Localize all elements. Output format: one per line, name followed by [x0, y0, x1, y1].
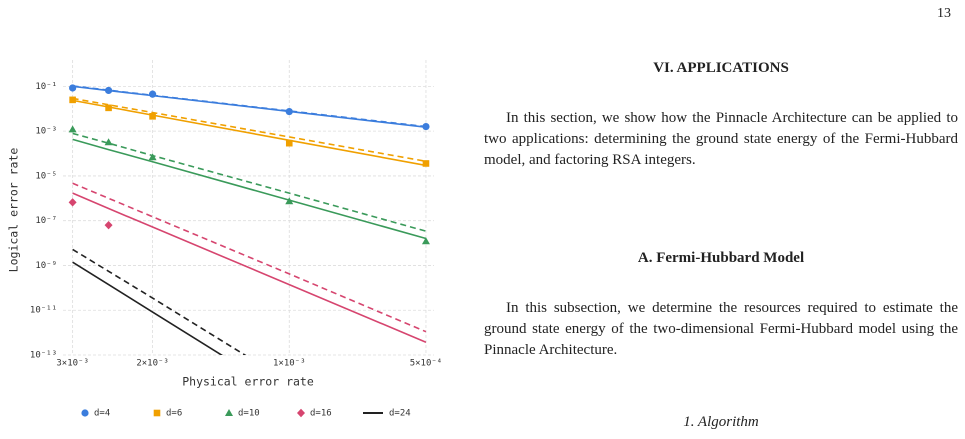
subheading: A. Fermi-Hubbard Model — [637, 250, 805, 266]
y-tick-label: 10⁻³ — [35, 127, 57, 137]
legend-label: d=24 — [389, 409, 411, 419]
y-tick-label: 10⁻⁹ — [35, 261, 57, 271]
marker — [69, 84, 77, 92]
marker — [69, 96, 76, 104]
legend-label: d=16 — [310, 409, 332, 419]
x-tick-label: 3×10⁻³ — [56, 359, 89, 369]
marker — [285, 197, 294, 205]
marker — [285, 139, 293, 147]
y-tick-label: 10⁻⁷ — [35, 216, 57, 226]
y-tick-label: 10⁻¹³ — [30, 351, 57, 361]
dashed-line — [72, 97, 427, 163]
legend-marker — [225, 409, 233, 416]
subsubsection-heading: 1. Algorithm — [484, 412, 958, 433]
marker — [104, 138, 113, 146]
dashed-line — [72, 248, 247, 355]
dashed-line — [72, 182, 427, 333]
marker — [422, 160, 430, 167]
marker — [68, 198, 77, 207]
marker — [104, 86, 113, 95]
x-tick-label: 2×10⁻³ — [136, 359, 169, 369]
marker — [285, 107, 293, 116]
fit-line — [72, 138, 427, 240]
legend-label: d=6 — [166, 409, 182, 419]
marker — [422, 122, 430, 131]
page-number: 13 — [937, 6, 951, 21]
legend-label: d=4 — [94, 409, 110, 419]
fit-line — [72, 261, 224, 355]
fit-line — [72, 99, 427, 167]
legend-marker — [297, 408, 305, 418]
x-tick-label: 5×10⁻⁴ — [410, 359, 443, 369]
marker — [149, 113, 156, 120]
chart: Physical error rate Logical error rate 1… — [7, 60, 443, 419]
paragraph-block: In this section, we show how the Pinnacl… — [484, 108, 958, 171]
subsection-heading: A. Fermi-Hubbard Model — [484, 248, 958, 269]
heading: VI. APPLICATIONS — [653, 60, 789, 76]
marker — [148, 153, 157, 161]
y-tick-label: 10⁻¹¹ — [30, 306, 57, 316]
plot-area — [68, 84, 430, 355]
paragraph: In this subsection, we determine the res… — [484, 300, 958, 358]
marker — [105, 104, 112, 112]
x-axis-label: Physical error rate — [182, 375, 314, 389]
marker — [68, 125, 77, 133]
fit-line — [72, 192, 427, 344]
x-tick-label: 1×10⁻³ — [273, 359, 306, 369]
marker — [148, 90, 157, 98]
legend-label: d=10 — [238, 409, 260, 419]
marker — [421, 237, 430, 245]
y-tick-label: 10⁻⁵ — [35, 171, 57, 181]
y-axis-label: Logical error rate — [7, 148, 21, 273]
legend-marker — [81, 409, 89, 417]
y-tick-label: 10⁻¹ — [35, 82, 57, 92]
paragraph: In this section, we show how the Pinnacl… — [484, 110, 958, 168]
marker — [104, 220, 113, 230]
section-heading: VI. APPLICATIONS — [484, 58, 958, 79]
legend-marker — [153, 409, 161, 417]
paragraph-block: In this subsection, we determine the res… — [484, 298, 958, 361]
subsubheading: 1. Algorithm — [683, 414, 759, 430]
